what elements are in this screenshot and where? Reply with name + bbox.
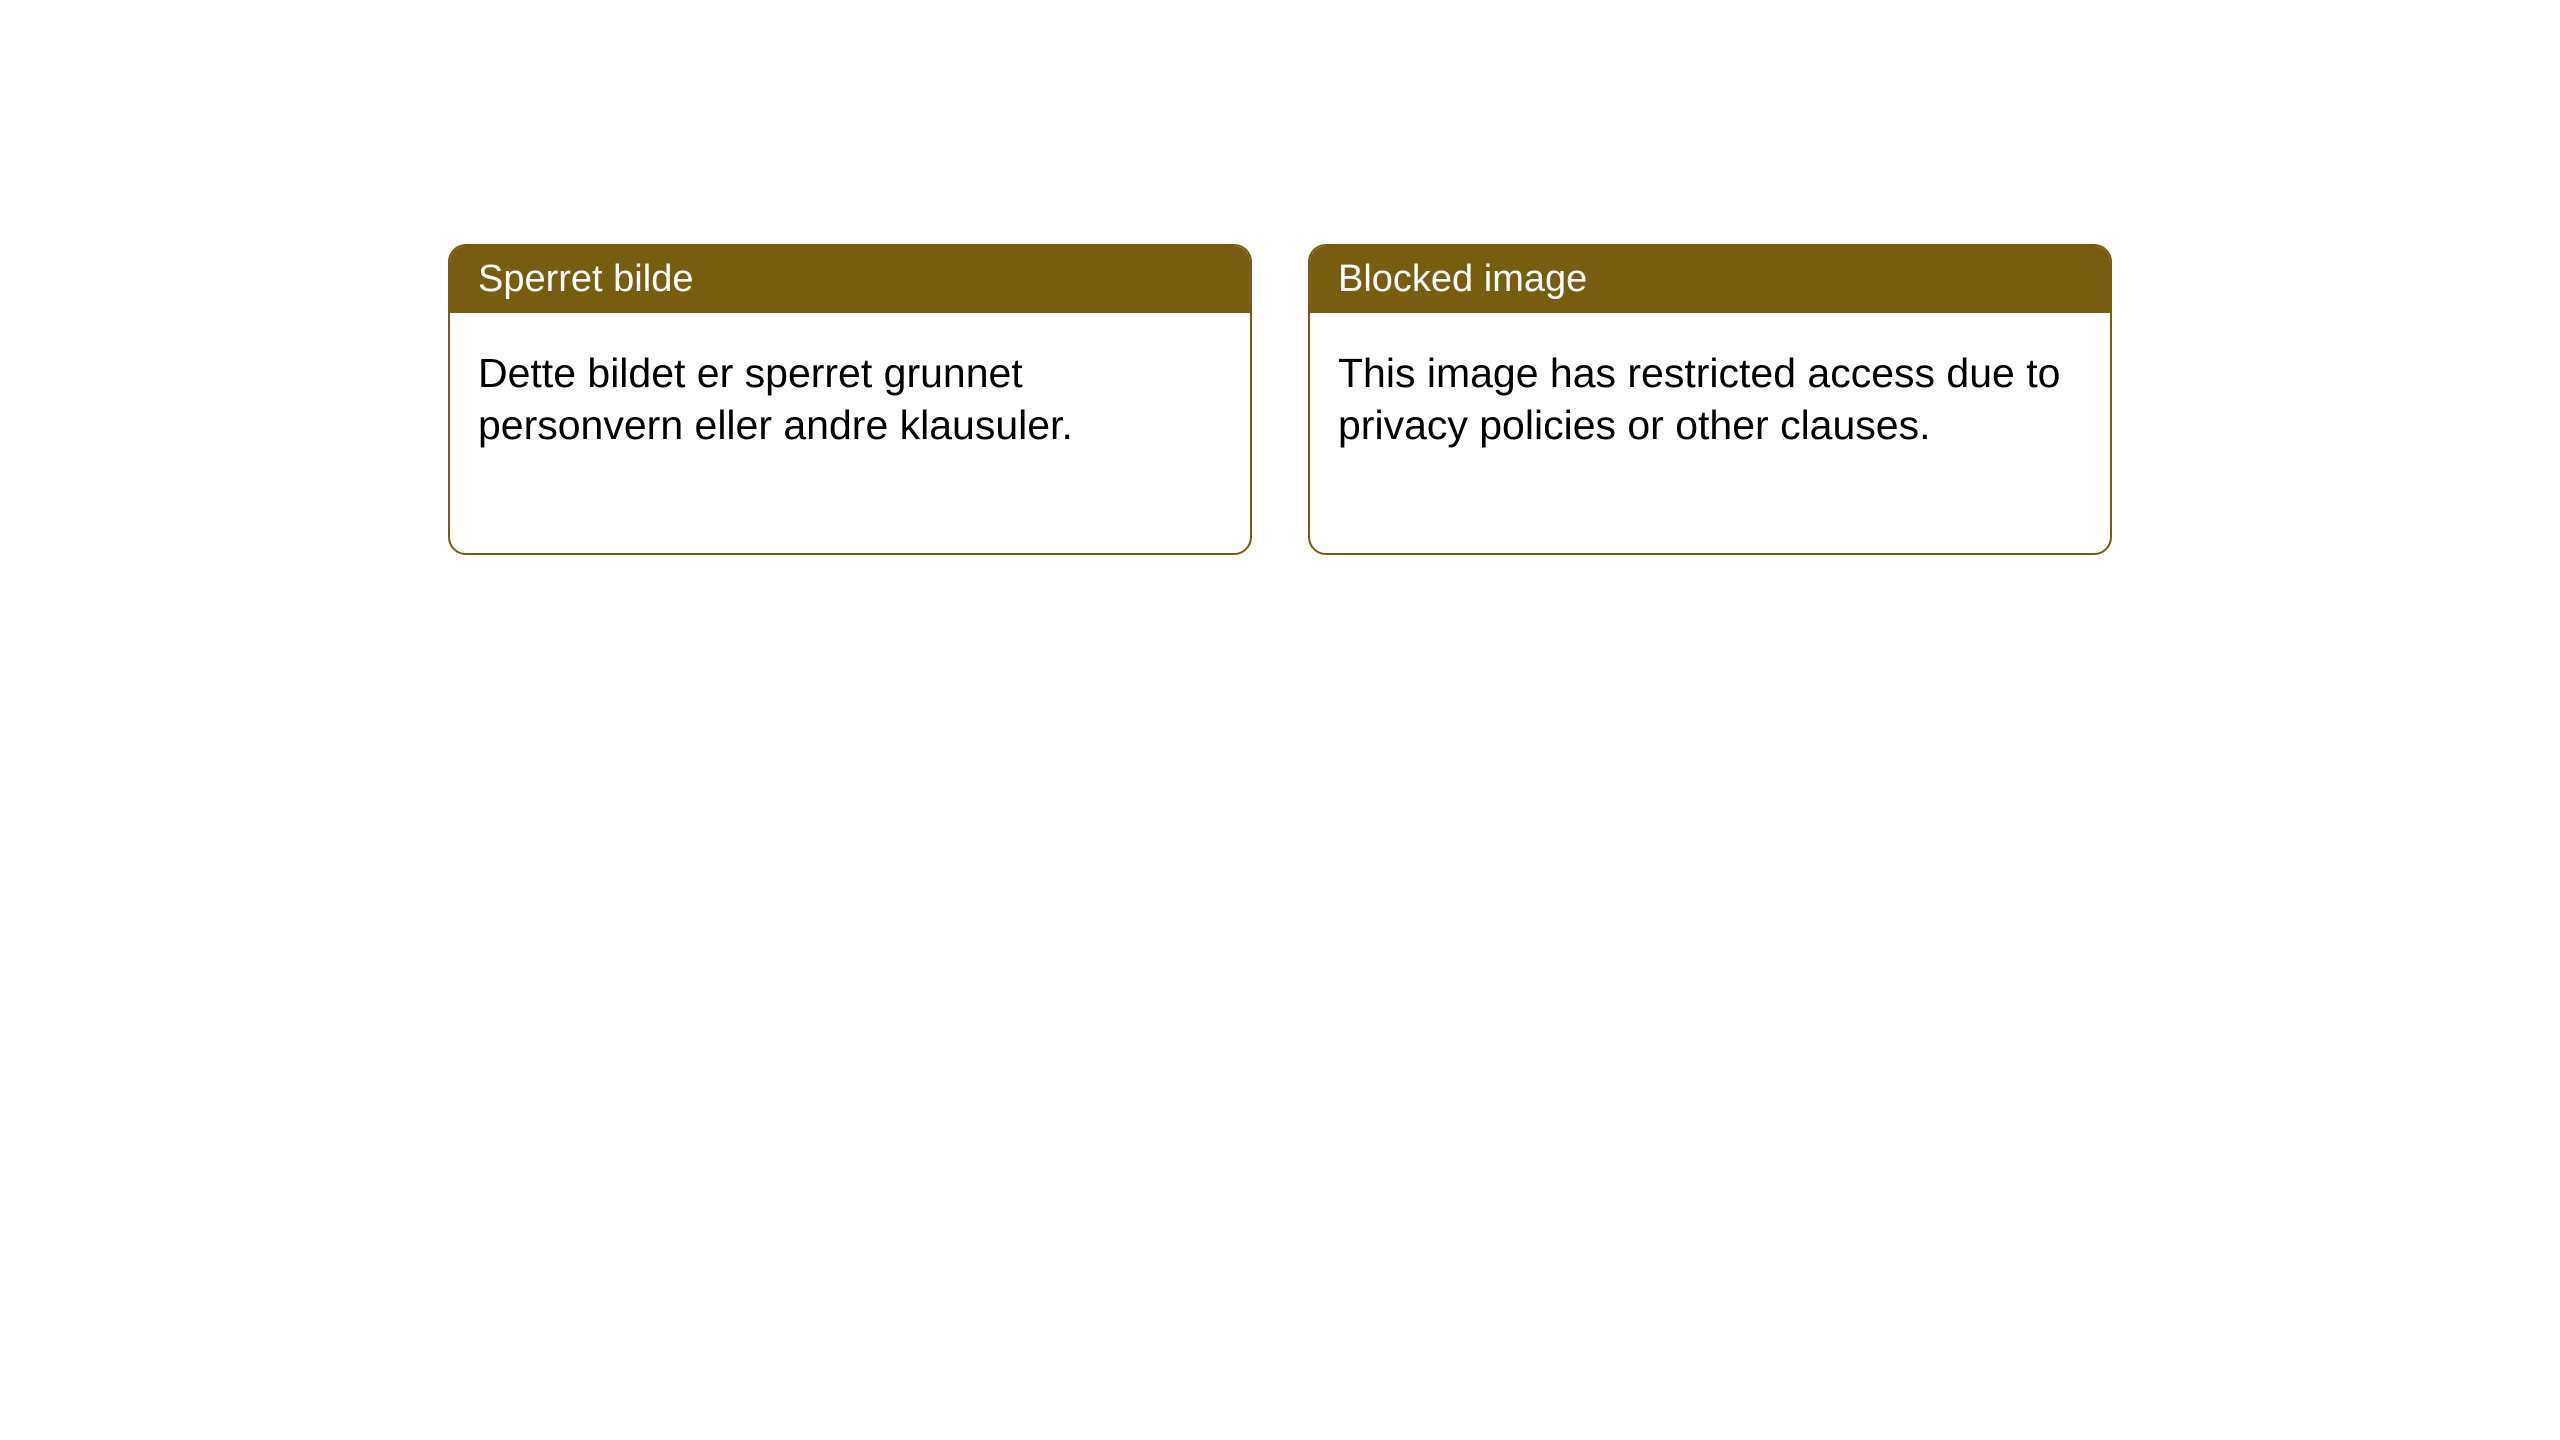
card-header: Sperret bilde bbox=[450, 246, 1250, 313]
notice-cards-container: Sperret bilde Dette bildet er sperret gr… bbox=[448, 244, 2112, 555]
notice-card-english: Blocked image This image has restricted … bbox=[1308, 244, 2112, 555]
card-title: Sperret bilde bbox=[478, 258, 693, 300]
card-header: Blocked image bbox=[1310, 246, 2110, 313]
card-title: Blocked image bbox=[1338, 258, 1587, 300]
card-body-text: This image has restricted access due to … bbox=[1338, 350, 2060, 448]
card-body: Dette bildet er sperret grunnet personve… bbox=[450, 313, 1250, 553]
card-body: This image has restricted access due to … bbox=[1310, 313, 2110, 553]
notice-card-norwegian: Sperret bilde Dette bildet er sperret gr… bbox=[448, 244, 1252, 555]
card-body-text: Dette bildet er sperret grunnet personve… bbox=[478, 350, 1073, 448]
